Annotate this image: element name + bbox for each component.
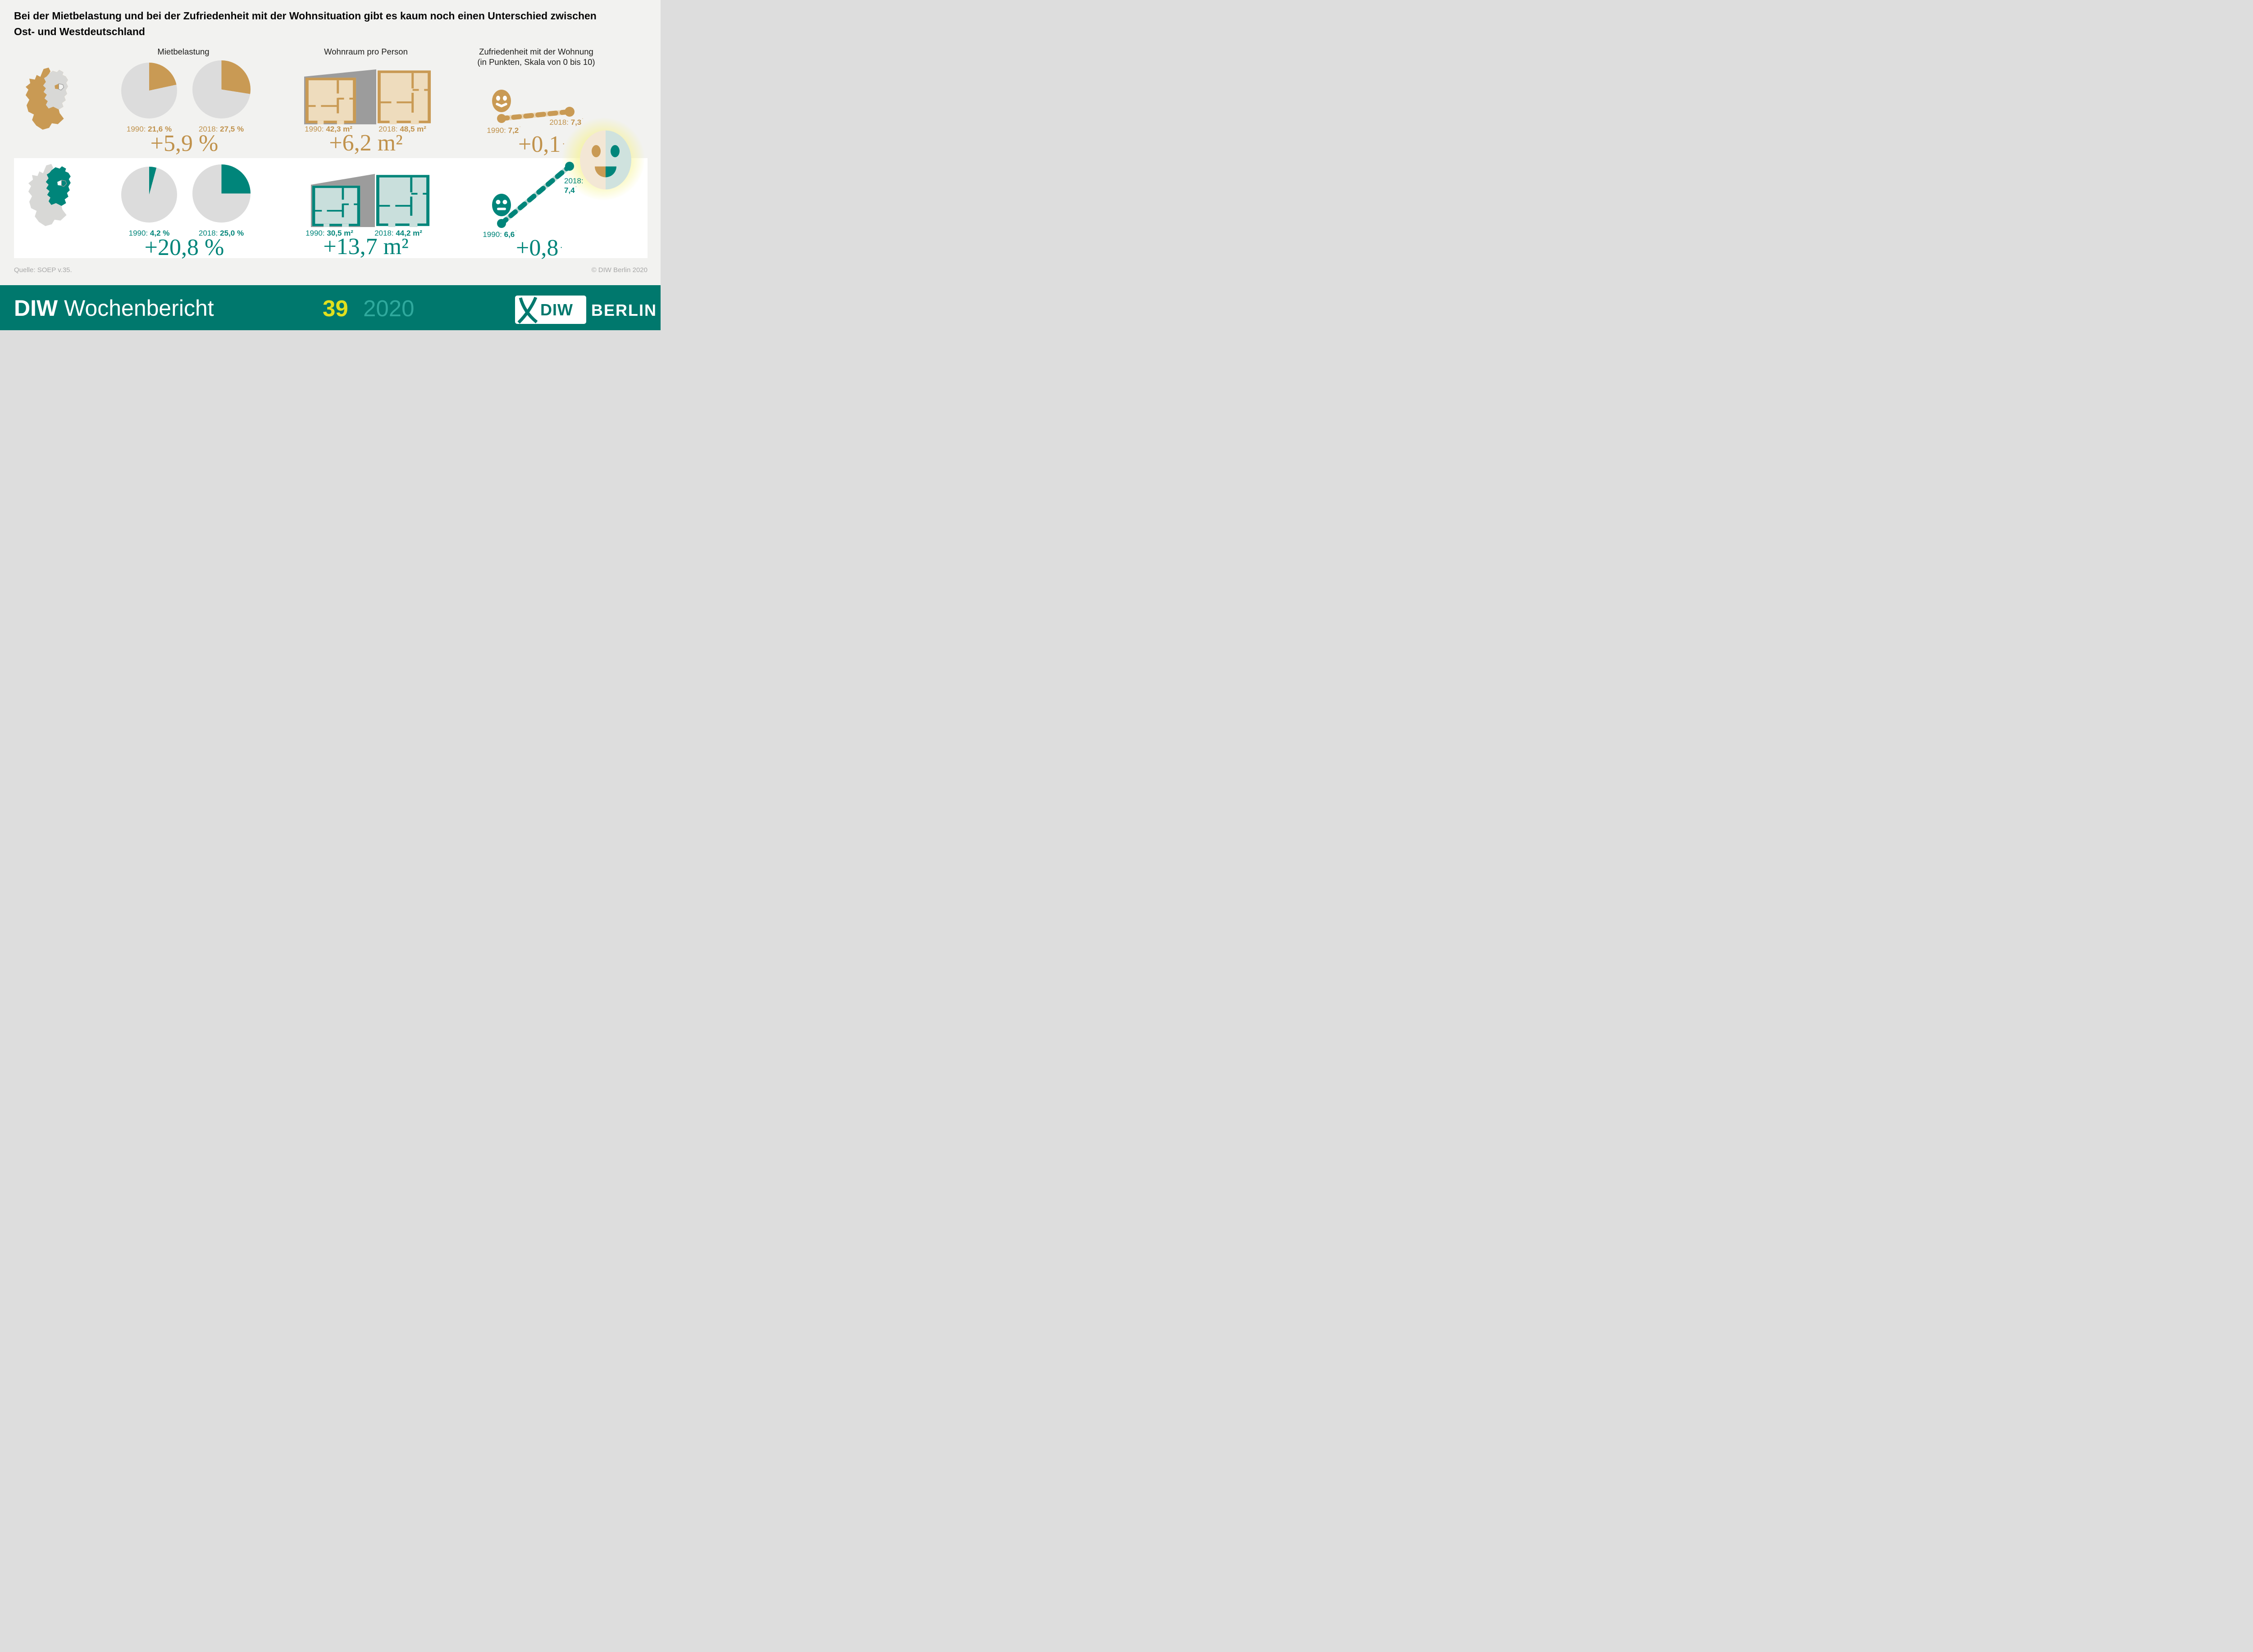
label-value: 4,2 % [150, 229, 170, 237]
change-value: +0,1 [518, 132, 561, 157]
label-east-satisfaction-1990: 1990: 6,6· [483, 228, 517, 239]
label-year: 1990: [305, 125, 324, 133]
label-value: 42,3 m² [326, 125, 352, 133]
map-west-germany-highlight-icon [25, 68, 68, 130]
label-east-space-1990: 1990: 30,5 m² [306, 229, 353, 238]
label-year: 1990: [483, 230, 502, 239]
copyright-note: © DIW Berlin 2020 [591, 266, 648, 274]
label-year: 2018: [379, 125, 398, 133]
label-year: 1990: [126, 125, 146, 133]
publication-name-bold: DIW [14, 296, 58, 321]
label-value: 30,5 m² [327, 229, 353, 237]
label-value: 7,4 [564, 186, 575, 195]
pie-east-1990 [121, 167, 177, 223]
column-header-satisfaction: Zufriedenheit mit der Wohnung [479, 47, 593, 56]
label-value: 21,6 % [148, 125, 172, 133]
change-east-space: +13,7 m² [323, 234, 409, 259]
big-split-smiley-icon [580, 130, 631, 190]
label-value: 7,3 [570, 118, 582, 127]
issue-number: 39 [323, 296, 348, 321]
change-west-satisfaction: +0,1 · [518, 133, 565, 156]
label-year: 2018: [198, 125, 218, 133]
label-year: 2018: [198, 229, 218, 237]
map-east-germany-highlight-icon [28, 164, 71, 226]
footnote-dot: · [562, 139, 565, 150]
label-east-rent-2018: 2018: 25,0 % [199, 229, 244, 238]
label-year: 2018: [549, 118, 569, 127]
west-berlin-marker [57, 180, 62, 186]
big-smiley-eye-east [611, 145, 620, 157]
footnote-dot: · [560, 243, 563, 253]
label-east-rent-1990: 1990: 4,2 % [129, 229, 170, 238]
publication-name: DIW Wochenbericht [14, 296, 214, 321]
diw-logo-swoosh-icon [517, 296, 538, 324]
publication-name-light: Wochenbericht [64, 296, 214, 321]
west-berlin-marker [55, 83, 59, 90]
pie-east-2018 [192, 164, 251, 223]
source-note: Quelle: SOEP v.35. [14, 266, 72, 274]
pie-west-1990 [121, 63, 177, 118]
label-value: 6,6 [504, 230, 515, 239]
big-smiley-eye-west [592, 145, 601, 157]
trend-point-west-1990 [497, 114, 506, 123]
smiley-east-icon [492, 194, 511, 216]
label-value: 27,5 % [220, 125, 244, 133]
change-east-satisfaction: +0,8 · [516, 237, 563, 260]
column-header-rent: Mietbelastung [157, 47, 210, 56]
smiley-eye [502, 200, 507, 205]
column-header-satisfaction-sub: (in Punkten, Skala von 0 bis 10) [477, 57, 595, 67]
diw-logo-berlin-text: BERLIN [591, 301, 657, 319]
footnote-dot: · [582, 116, 584, 121]
label-west-satisfaction-2018: 2018: 7,3· [549, 116, 584, 127]
label-value: 25,0 % [220, 229, 244, 237]
pie-west-2018 [192, 60, 251, 118]
label-year: 1990: [128, 229, 148, 237]
label-value: 7,2 [508, 126, 519, 135]
label-year: 2018: [374, 229, 394, 237]
label-west-rent-1990: 1990: 21,6 % [127, 125, 172, 134]
label-value: 44,2 m² [396, 229, 422, 237]
footnote-dot: · [519, 124, 521, 129]
change-value: +0,8 [516, 235, 559, 261]
label-year: 1990: [487, 126, 506, 135]
smiley-mouth-neutral [497, 208, 506, 210]
label-year: 1990: [306, 229, 325, 237]
issue-year: 2020 [363, 296, 415, 321]
smiley-west-icon [492, 90, 511, 112]
floorplan-east-icon [311, 174, 430, 227]
trend-line-west [499, 109, 572, 121]
footnote-dot: · [575, 184, 577, 190]
page-title-line1: Bei der Mietbelastung und bei der Zufrie… [14, 10, 597, 22]
label-west-space-2018: 2018: 48,5 m² [379, 125, 426, 134]
footnote-dot: · [515, 228, 517, 233]
floorplan-west-icon [304, 69, 431, 124]
smiley-mouth [496, 103, 507, 108]
infographic-canvas: Bei der Mietbelastung und bei der Zufrie… [0, 0, 661, 330]
page-title-line2: Ost- und Westdeutschland [14, 25, 145, 37]
diw-logo: DIW [515, 296, 586, 324]
column-header-space: Wohnraum pro Person [324, 47, 408, 56]
label-west-space-1990: 1990: 42,3 m² [305, 125, 352, 134]
diw-logo-text: DIW [540, 300, 573, 319]
smiley-eye [503, 96, 507, 101]
big-smiley-mouth-west [595, 166, 606, 177]
page-title: Bei der Mietbelastung und bei der Zufrie… [14, 8, 654, 39]
change-west-rent: +5,9 % [150, 131, 219, 156]
smiley-eye [496, 96, 500, 101]
change-east-rent: +20,8 % [144, 235, 224, 260]
label-east-space-2018: 2018: 44,2 m² [374, 229, 422, 238]
label-west-satisfaction-1990: 1990: 7,2· [487, 124, 521, 135]
big-smiley-mouth-east [606, 166, 616, 177]
label-value: 48,5 m² [400, 125, 426, 133]
label-west-rent-2018: 2018: 27,5 % [199, 125, 244, 134]
smiley-eye [496, 200, 501, 205]
change-west-space: +6,2 m² [329, 130, 403, 156]
